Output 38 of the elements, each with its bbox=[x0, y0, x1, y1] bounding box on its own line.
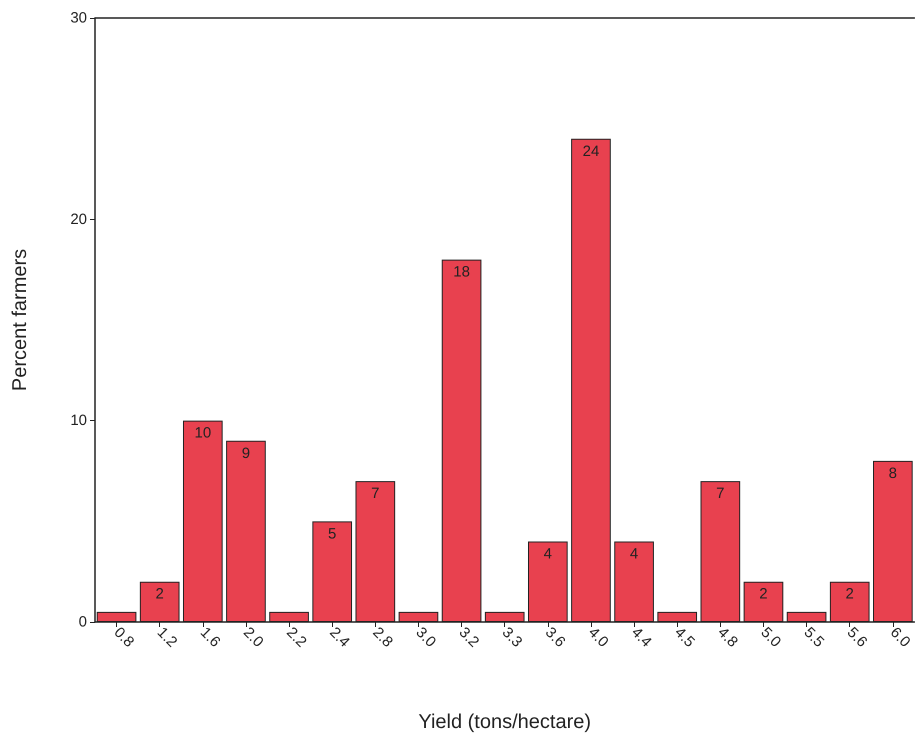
x-tick-label: 2.8 bbox=[369, 624, 396, 651]
x-tick-label: 2.2 bbox=[283, 624, 310, 651]
x-tick-label: 1.6 bbox=[196, 624, 224, 651]
x-tick-label: 0.8 bbox=[110, 624, 138, 651]
x-tick-label: 5.5 bbox=[800, 624, 828, 651]
data-label: 4 bbox=[544, 545, 552, 562]
data-label: 4 bbox=[630, 545, 638, 562]
data-label: 8 bbox=[888, 464, 898, 482]
x-tick-label: 1.2 bbox=[154, 624, 180, 651]
y-tick-label: 30 bbox=[70, 10, 87, 26]
data-label: 7 bbox=[371, 485, 380, 502]
x-tick-label: 4.0 bbox=[584, 624, 612, 651]
x-tick-label: 4.8 bbox=[714, 624, 742, 651]
y-tick-label: 10 bbox=[70, 412, 87, 430]
data-label: 2 bbox=[846, 586, 854, 603]
y-axis-title: Percent farmers bbox=[9, 248, 31, 392]
data-label: 9 bbox=[242, 444, 250, 462]
x-tick-label: 5.0 bbox=[757, 624, 784, 651]
data-label: 2 bbox=[156, 586, 164, 603]
y-tick-label: 20 bbox=[70, 210, 87, 228]
x-tick-label: 3.2 bbox=[456, 624, 482, 651]
x-tick-label: 3.6 bbox=[542, 624, 569, 651]
data-label: 2 bbox=[759, 586, 768, 603]
data-label: 7 bbox=[716, 485, 725, 502]
x-tick-label: 6.0 bbox=[886, 624, 914, 651]
data-label: 10 bbox=[194, 424, 212, 442]
data-label: 18 bbox=[453, 264, 470, 281]
x-tick-label: 2.4 bbox=[326, 624, 353, 651]
data-label: 5 bbox=[328, 525, 336, 542]
data-label: 24 bbox=[582, 142, 600, 160]
x-tick-label: 2.0 bbox=[240, 624, 267, 651]
y-tick-label: 0 bbox=[78, 614, 87, 630]
x-axis-title: Yield (tons/hectare) bbox=[418, 711, 592, 733]
x-tick-label: 5.6 bbox=[844, 624, 870, 651]
x-tick-label: 3.0 bbox=[412, 624, 440, 651]
x-tick-label: 4.5 bbox=[671, 624, 698, 651]
x-tick-label: 4.4 bbox=[628, 624, 655, 651]
x-tick-label: 3.3 bbox=[498, 624, 526, 651]
